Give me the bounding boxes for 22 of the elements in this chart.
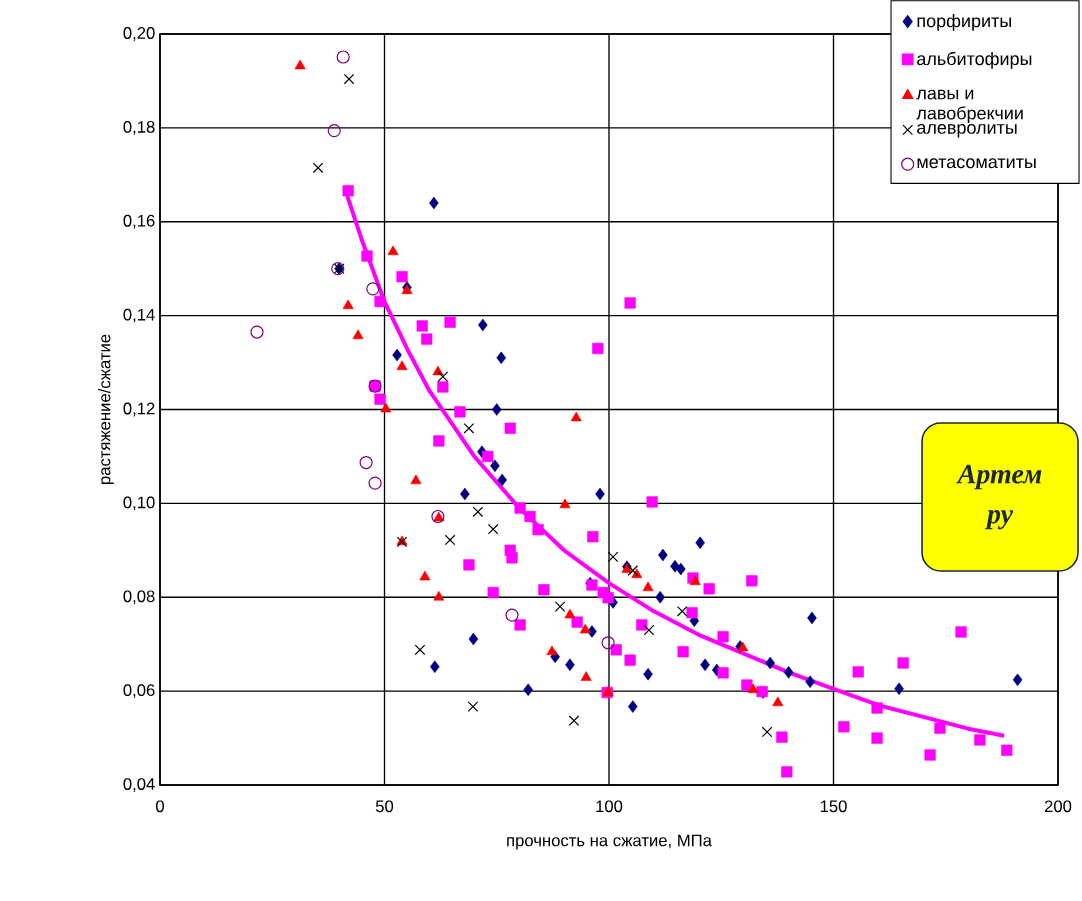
x-tick-label: 50	[375, 800, 394, 813]
y-tick-label: 0,18	[123, 121, 155, 135]
x-axis-title: прочность на сжатие, МПа	[507, 834, 712, 850]
y-tick-label: 0,10	[123, 496, 155, 511]
annotation: Артем	[956, 464, 1042, 490]
y-tick-label: 0,08	[123, 590, 155, 605]
y-tick-label: 0,20	[123, 27, 155, 41]
y-axis-title: растяжение/сжатие	[98, 334, 114, 485]
y-tick-label: 0,12	[123, 402, 155, 417]
legend-label: метасоматиты	[917, 158, 1036, 169]
y-tick-label: 0,06	[123, 684, 155, 699]
y-tick-label: 0,16	[123, 214, 155, 229]
x-tick-label: 100	[596, 800, 623, 813]
x-tick-label: 200	[1044, 800, 1072, 813]
legend-label: алевролиты	[917, 124, 1017, 138]
y-tick-label: 0,04	[123, 778, 155, 792]
legend-label: порфириты	[917, 14, 1012, 31]
y-tick-label: 0,14	[123, 308, 155, 323]
annotation: ру	[984, 510, 1014, 530]
x-tick-label: 150	[820, 800, 847, 813]
legend-label: альбитофиры	[917, 51, 1032, 69]
x-tick-label: 0	[156, 800, 164, 813]
